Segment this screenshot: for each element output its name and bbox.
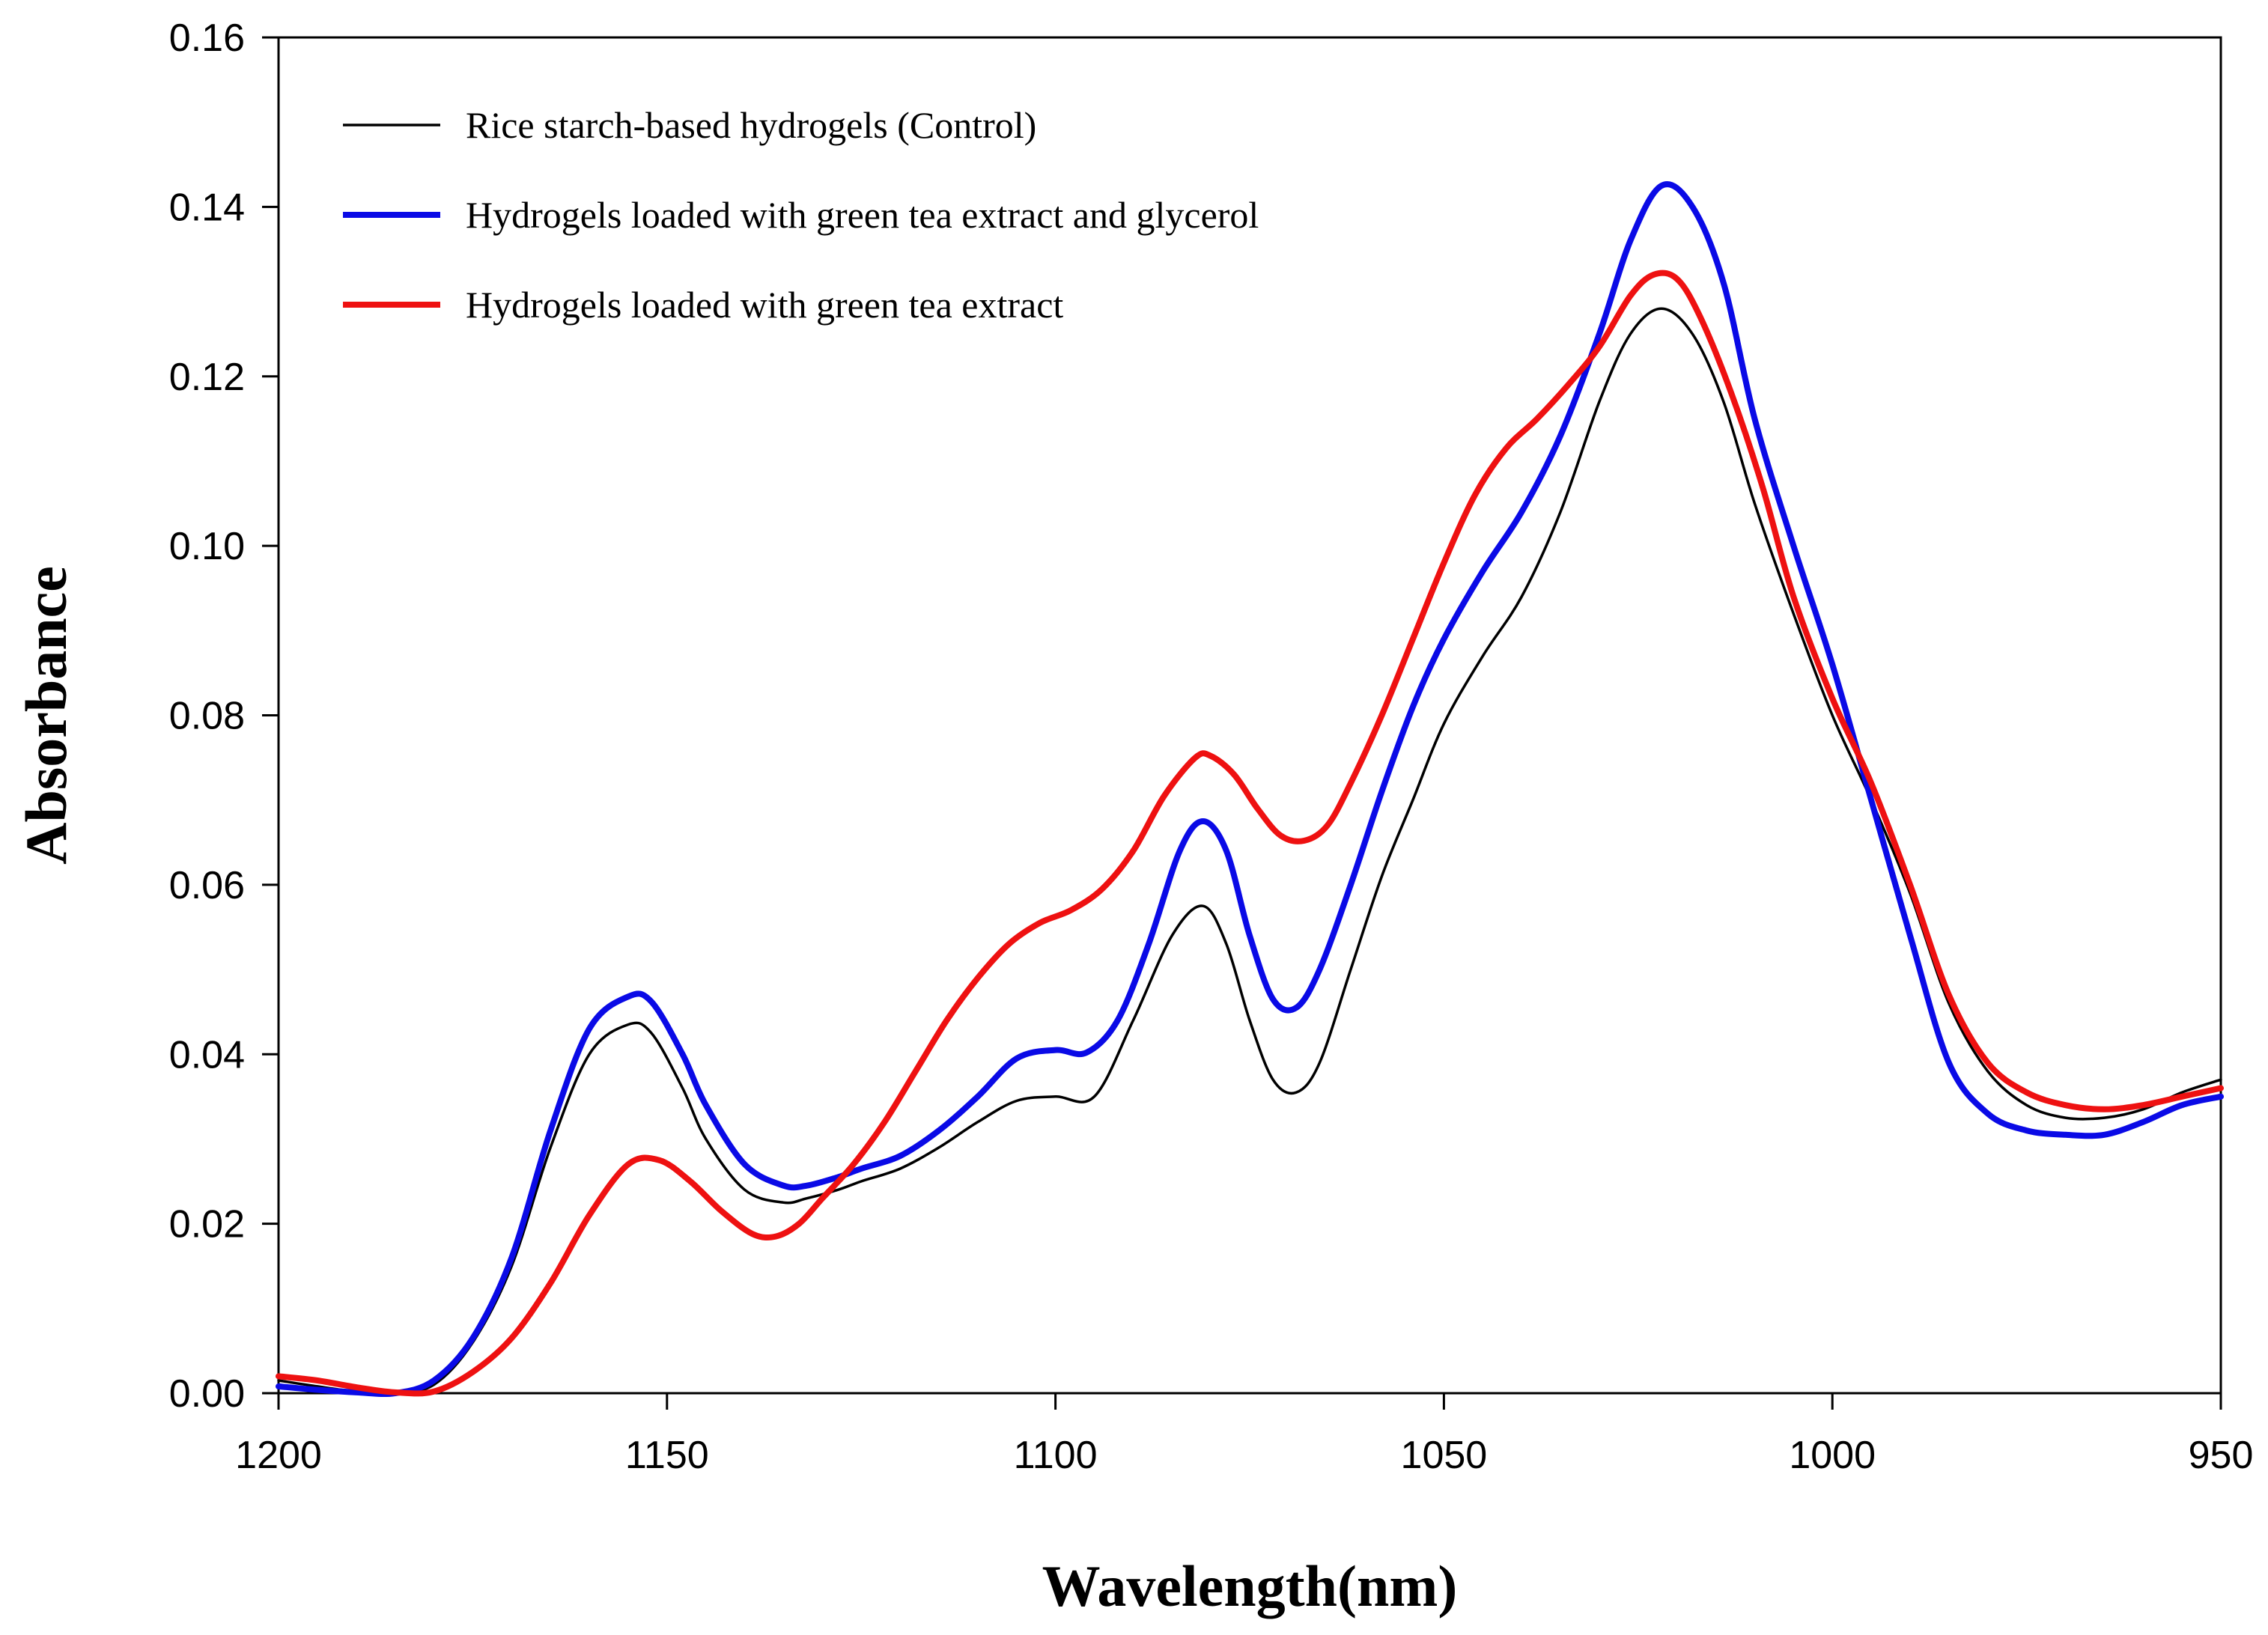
x-tick-label: 1150 bbox=[625, 1434, 709, 1477]
y-tick-label: 0.06 bbox=[169, 864, 245, 907]
y-tick-label: 0.12 bbox=[169, 356, 245, 399]
legend: Rice starch-based hydrogels (Control) Hyd… bbox=[343, 104, 1259, 326]
x-tick-label: 1200 bbox=[235, 1434, 322, 1477]
y-tick-label: 0.10 bbox=[169, 525, 245, 568]
y-tick-label: 0.14 bbox=[169, 186, 245, 229]
glycerol-series-line bbox=[276, 181, 2224, 1398]
y-tick-label: 0.08 bbox=[169, 695, 245, 738]
plot-border bbox=[277, 36, 2222, 1395]
control-series-line bbox=[277, 307, 2222, 1395]
series-layer bbox=[276, 181, 2224, 1398]
y-axis-title: Absorbance bbox=[13, 566, 79, 865]
y-tick-label: 0.00 bbox=[169, 1372, 245, 1416]
x-tick-label: 1000 bbox=[1789, 1434, 1876, 1477]
x-axis-title: Wavelength(nm) bbox=[1042, 1553, 1458, 1619]
plot-frame bbox=[277, 36, 2222, 1395]
x-tick-label: 950 bbox=[2189, 1434, 2254, 1477]
y-tick-label: 0.16 bbox=[169, 16, 245, 60]
y-tick-label: 0.02 bbox=[169, 1203, 245, 1246]
legend-label: Hydrogels loaded with green tea extract bbox=[466, 284, 1063, 326]
y-tick-label: 0.04 bbox=[169, 1033, 245, 1077]
legend-label: Rice starch-based hydrogels (Control) bbox=[466, 104, 1036, 146]
legend-label: Hydrogels loaded with green tea extract … bbox=[466, 194, 1259, 236]
y-axis: 0.00 0.02 0.04 0.06 0.08 0.10 0.12 0.14 0.16 bbox=[169, 16, 279, 1416]
green-tea-series-line bbox=[276, 270, 2224, 1397]
x-tick-label: 1100 bbox=[1014, 1434, 1098, 1477]
x-axis: 1200 1150 1100 1050 1000 950 bbox=[235, 1393, 2253, 1477]
x-tick-label: 1050 bbox=[1401, 1434, 1488, 1477]
